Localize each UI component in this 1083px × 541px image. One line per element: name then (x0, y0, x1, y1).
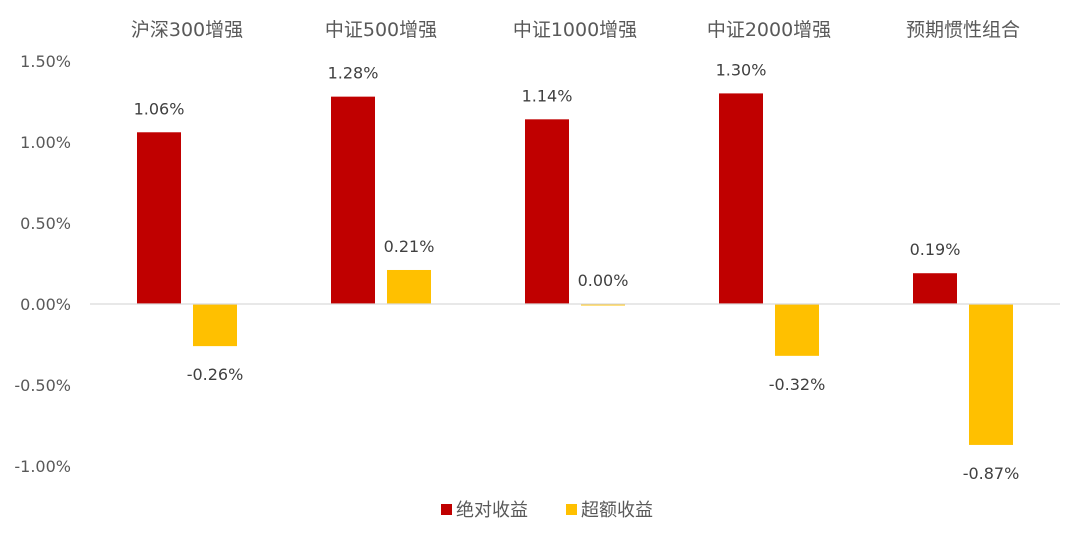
category-label: 中证2000增强 (707, 19, 831, 41)
data-label: 1.30% (716, 60, 767, 79)
legend: 绝对收益 超额收益 (441, 500, 653, 521)
legend-label: 绝对收益 (456, 500, 528, 521)
bar-excess-return (193, 304, 237, 347)
y-tick-label: 1.00% (20, 133, 71, 152)
bar-absolute-return (525, 119, 569, 304)
data-label: 1.28% (328, 64, 379, 83)
y-tick-label: -0.50% (14, 376, 71, 395)
bar-excess-return (581, 304, 625, 306)
legend-swatch-absolute (441, 504, 452, 515)
bar-absolute-return (719, 93, 763, 305)
data-labels: 1.06% -0.26% 1.28% 0.21% 1.14% 0.00% 1.30% -0.3… (134, 60, 1020, 483)
data-label: 0.19% (910, 240, 961, 259)
data-label: -0.32% (769, 375, 826, 394)
bar-absolute-return (913, 273, 957, 304)
legend-swatch-excess (566, 504, 577, 515)
bar-excess-return (387, 269, 431, 304)
bar-absolute-return (137, 132, 181, 304)
data-label: 1.14% (522, 86, 573, 105)
data-label: 0.21% (384, 237, 435, 256)
bar-absolute-return (331, 96, 375, 304)
y-tick-label: 0.50% (20, 214, 71, 233)
category-label: 中证1000增强 (513, 19, 637, 41)
bars (137, 93, 1013, 445)
category-label: 中证500增强 (325, 19, 437, 41)
bar-excess-return (969, 304, 1013, 445)
category-label: 沪深300增强 (131, 19, 243, 41)
data-label: 1.06% (134, 99, 185, 118)
data-label: 0.00% (578, 271, 629, 290)
data-label: -0.26% (187, 365, 244, 384)
category-labels: 沪深300增强 中证500增强 中证1000增强 中证2000增强 预期惯性组合 (131, 19, 1020, 41)
data-label: -0.87% (963, 464, 1020, 483)
category-label: 预期惯性组合 (906, 19, 1020, 41)
y-tick-label: 0.00% (20, 295, 71, 314)
bar-excess-return (775, 304, 819, 356)
y-tick-label: -1.00% (14, 457, 71, 476)
legend-label: 超额收益 (581, 500, 653, 521)
y-tick-label: 1.50% (20, 52, 71, 71)
y-axis-tick-labels: 1.50% 1.00% 0.50% 0.00% -0.50% -1.00% (14, 52, 71, 476)
